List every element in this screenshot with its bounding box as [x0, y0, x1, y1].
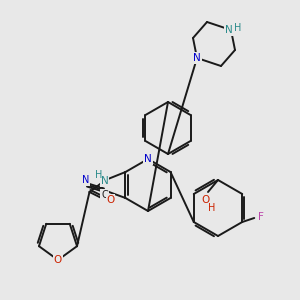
- Text: N: N: [82, 175, 89, 185]
- Text: C: C: [101, 190, 108, 200]
- Text: N: N: [193, 53, 201, 63]
- Text: H: H: [95, 170, 102, 180]
- Text: H: H: [208, 203, 216, 213]
- Text: N: N: [225, 25, 233, 35]
- Text: O: O: [202, 195, 210, 205]
- Text: O: O: [54, 255, 62, 265]
- Text: N: N: [100, 176, 108, 186]
- Text: N: N: [144, 154, 152, 164]
- Text: O: O: [106, 195, 115, 205]
- Text: H: H: [234, 23, 242, 33]
- Text: F: F: [258, 212, 264, 222]
